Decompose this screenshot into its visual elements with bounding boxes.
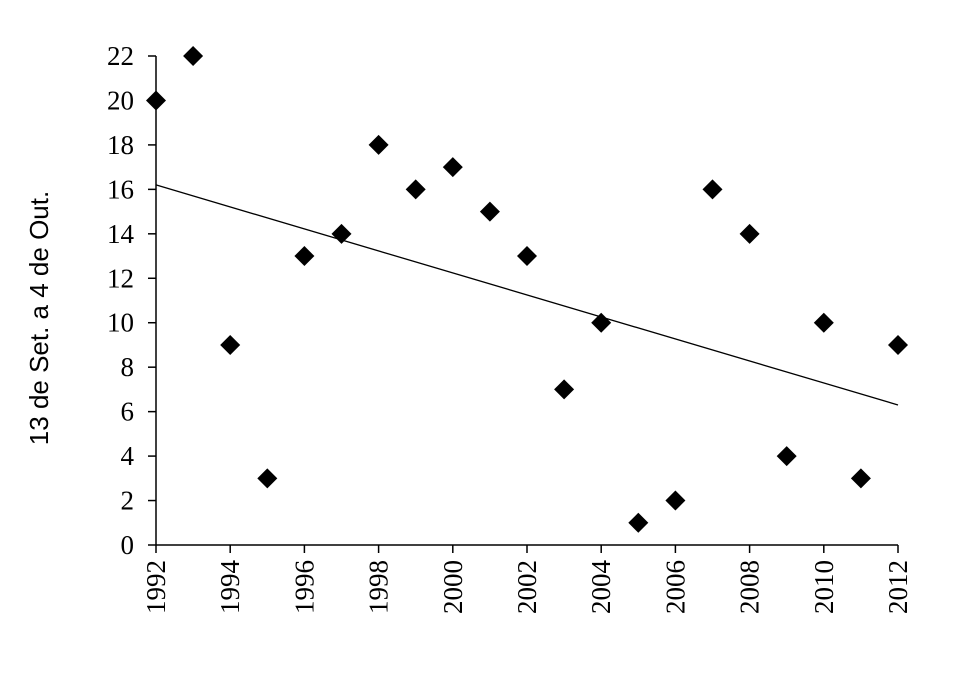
- trendline-group: [155, 184, 899, 406]
- x-tick-label: 2010: [809, 560, 839, 614]
- y-tick-label: 2: [121, 486, 135, 516]
- x-tick-label: 1994: [215, 560, 245, 615]
- y-tick-label: 14: [107, 219, 135, 249]
- x-tick-label: 2004: [586, 560, 616, 615]
- data-point: [517, 246, 537, 267]
- y-tick-label: 12: [107, 263, 134, 293]
- data-point: [442, 157, 463, 178]
- data-point: [331, 223, 352, 244]
- data-point: [368, 134, 389, 155]
- data-point: [257, 468, 278, 489]
- data-point: [850, 468, 871, 489]
- data-point: [628, 512, 649, 533]
- y-tick-label: 18: [107, 130, 134, 160]
- data-point: [591, 312, 612, 333]
- y-tick-label: 22: [107, 41, 134, 71]
- x-tick-label: 2012: [883, 560, 913, 614]
- x-tick-label: 2000: [438, 560, 468, 614]
- data-point: [554, 379, 575, 400]
- x-tick-label: 1998: [364, 560, 394, 614]
- data-point: [665, 490, 686, 511]
- data-point: [813, 312, 834, 333]
- x-axis-ticks: 1992 1994 1996 1998 2000 2002 2004 2006 2008 2010…: [141, 545, 913, 614]
- y-axis-title: 13 de Set. a 4 de Out.: [24, 191, 54, 445]
- data-point: [739, 223, 760, 244]
- data-point: [702, 179, 723, 200]
- data-point: [888, 334, 908, 355]
- y-axis-ticks: 0 2 4 6 8 10 12 14 16 18 20 22: [107, 41, 156, 560]
- y-tick-label: 10: [107, 308, 134, 338]
- data-point: [146, 90, 166, 111]
- x-tick-label: 2002: [512, 560, 542, 614]
- trendline: [155, 184, 899, 406]
- data-point: [479, 201, 500, 222]
- data-points: [146, 46, 908, 533]
- y-tick-label: 16: [107, 174, 134, 204]
- data-point: [220, 334, 241, 355]
- x-tick-label: 2008: [735, 560, 765, 614]
- x-tick-label: 1996: [289, 560, 319, 614]
- y-tick-label: 8: [121, 352, 135, 382]
- x-tick-label: 1992: [141, 560, 171, 614]
- data-point: [294, 246, 315, 267]
- y-tick-label: 4: [121, 441, 135, 471]
- data-point: [405, 179, 426, 200]
- y-tick-label: 0: [121, 530, 135, 560]
- data-point: [776, 446, 797, 467]
- y-tick-label: 6: [121, 397, 135, 427]
- y-tick-label: 20: [107, 85, 134, 115]
- x-tick-label: 2006: [660, 560, 690, 614]
- data-point: [183, 46, 204, 66]
